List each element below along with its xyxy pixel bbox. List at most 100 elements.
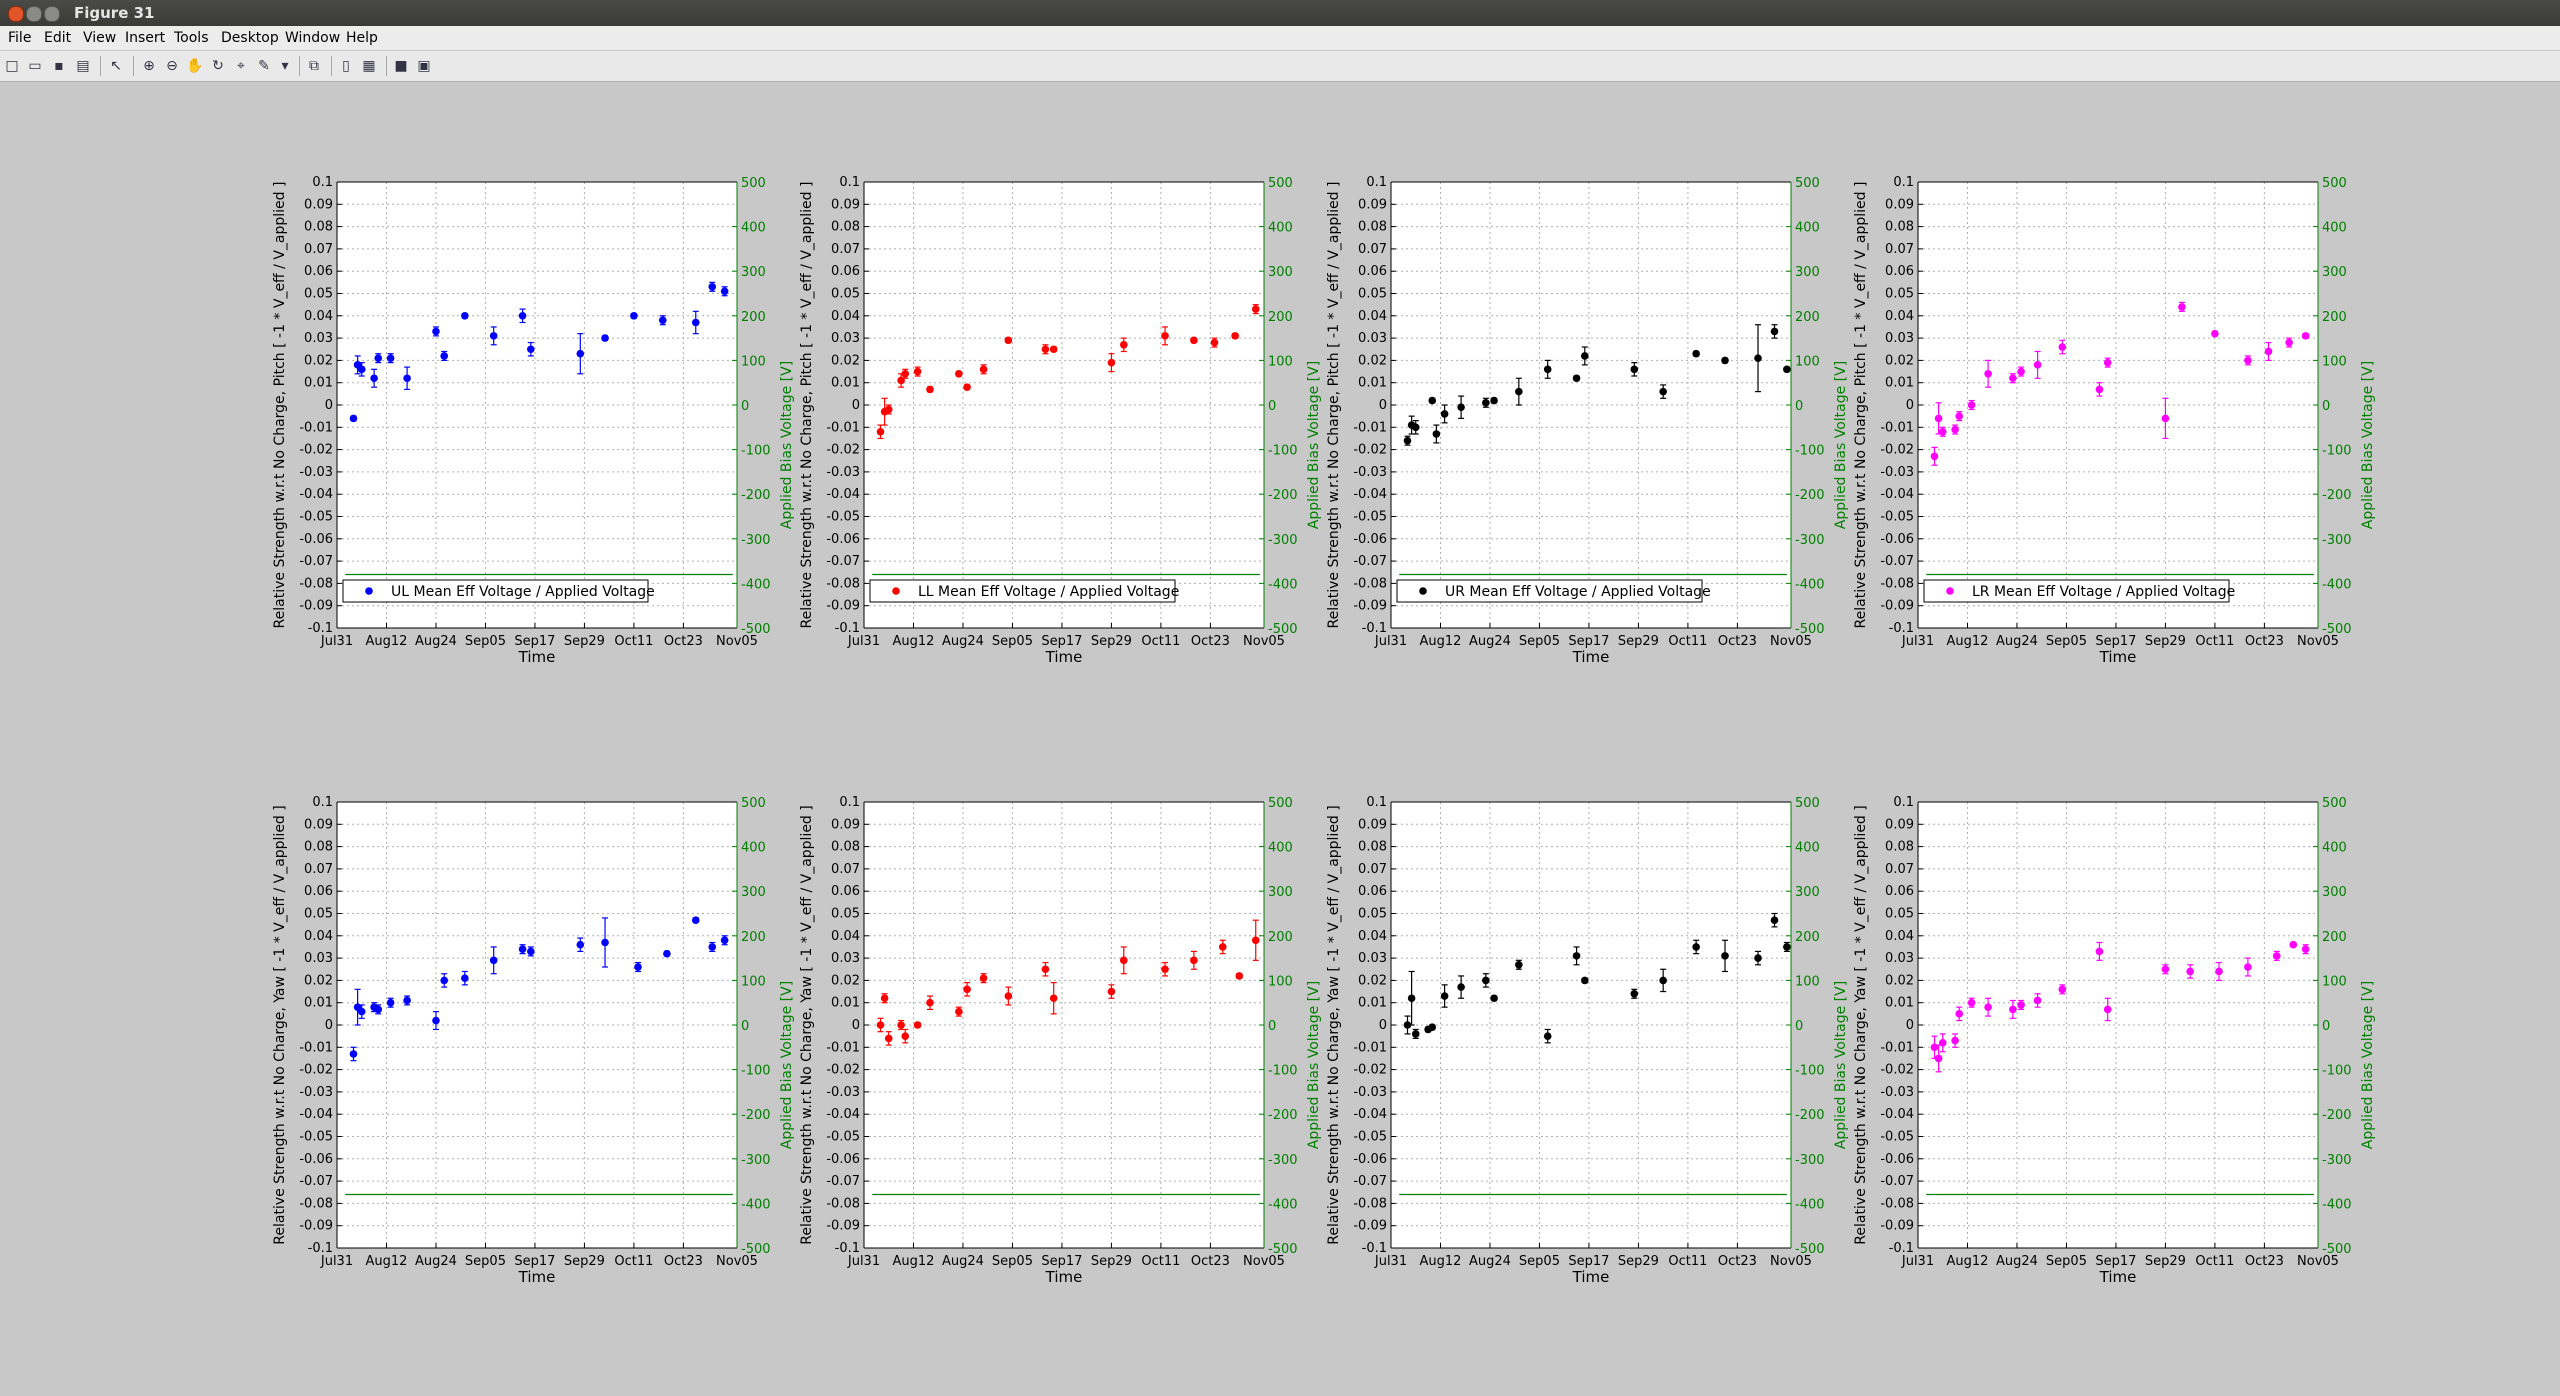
data-point bbox=[440, 976, 449, 985]
data-point bbox=[720, 287, 729, 296]
data-point bbox=[576, 940, 585, 949]
data-point bbox=[1721, 952, 1729, 960]
y2-tick-label: 0 bbox=[741, 399, 749, 414]
data-point bbox=[2058, 985, 2067, 994]
zoom-in-icon[interactable]: ⊕ bbox=[143, 58, 155, 74]
y2-tick-label: 100 bbox=[1268, 974, 1293, 989]
data-point bbox=[1692, 349, 1700, 358]
link-plot-icon[interactable]: ⧉ bbox=[309, 58, 319, 74]
x-tick-label: Aug12 bbox=[1947, 1254, 1989, 1269]
x-tick-label: Oct11 bbox=[2195, 634, 2234, 649]
y2-tick-label: -200 bbox=[1795, 1108, 1825, 1123]
data-cursor-icon[interactable]: ⌖ bbox=[237, 58, 245, 74]
menu-insert[interactable]: Insert bbox=[125, 30, 166, 46]
menu-tools[interactable]: Tools bbox=[174, 30, 209, 46]
maximize-window-button[interactable] bbox=[44, 6, 60, 22]
y-tick-label: 0.01 bbox=[1358, 376, 1387, 391]
zoom-out-icon[interactable]: ⊖ bbox=[166, 58, 178, 74]
x-tick-label: Oct11 bbox=[1141, 1254, 1180, 1269]
x-tick-label: Sep17 bbox=[514, 634, 555, 649]
menu-desktop[interactable]: Desktop bbox=[221, 30, 279, 46]
new-figure-icon[interactable]: □ bbox=[5, 58, 19, 74]
data-point bbox=[1482, 976, 1490, 985]
y2-tick-label: 200 bbox=[1268, 930, 1293, 945]
y2-tick-label: -300 bbox=[1795, 1153, 1825, 1168]
data-point bbox=[1934, 414, 1943, 423]
y2-tick-label: 0 bbox=[1795, 399, 1803, 414]
data-point bbox=[901, 369, 910, 378]
y-tick-label: 0.07 bbox=[831, 242, 860, 257]
y-tick-label: -0.03 bbox=[1880, 1085, 1914, 1100]
data-point bbox=[2009, 374, 2017, 383]
y-tick-label: 0.05 bbox=[1885, 287, 1914, 302]
data-point bbox=[386, 354, 395, 362]
y-tick-label: -0.06 bbox=[299, 1152, 333, 1167]
y-tick-label: 0.06 bbox=[1885, 884, 1914, 899]
y2-tick-label: -200 bbox=[1795, 488, 1825, 503]
y2-tick-label: 400 bbox=[1268, 841, 1293, 856]
brush-icon[interactable]: ✎ bbox=[258, 58, 270, 74]
y-tick-label: -0.06 bbox=[1880, 532, 1914, 547]
open-file-icon[interactable]: ▭ bbox=[28, 58, 42, 74]
hide-plot-tools-icon[interactable]: ■ bbox=[394, 58, 408, 74]
data-point bbox=[1630, 989, 1639, 998]
menu-edit[interactable]: Edit bbox=[44, 30, 72, 46]
data-point bbox=[1984, 369, 1992, 378]
y-tick-label: 0.06 bbox=[831, 264, 860, 279]
data-point bbox=[2161, 414, 2170, 423]
y-axis-label: Relative Strength w.r.t No Charge, Yaw [… bbox=[1326, 805, 1342, 1244]
x-axis-label: Time bbox=[1045, 1268, 1083, 1286]
data-point bbox=[1190, 336, 1198, 345]
y-tick-label: 0.02 bbox=[304, 353, 333, 368]
data-point bbox=[1107, 987, 1116, 996]
y-tick-label: -0.06 bbox=[299, 532, 333, 547]
data-point bbox=[601, 938, 609, 947]
x-axis-label: Time bbox=[1572, 1268, 1610, 1286]
menu-window[interactable]: Window bbox=[285, 30, 341, 46]
rotate-3d-icon[interactable]: ↻ bbox=[212, 58, 224, 74]
x-tick-label: Sep17 bbox=[1568, 1254, 1609, 1269]
x-axis-label: Time bbox=[1572, 648, 1610, 666]
data-point bbox=[2033, 996, 2042, 1005]
y-tick-label: 0.1 bbox=[312, 795, 333, 810]
print-icon[interactable]: ▤ bbox=[76, 58, 90, 74]
legend-label: UL Mean Eff Voltage / Applied Voltage bbox=[391, 584, 655, 600]
minimize-window-button[interactable] bbox=[26, 6, 42, 22]
brush-dropdown-icon[interactable]: ▾ bbox=[281, 58, 289, 74]
x-tick-label: Nov05 bbox=[2297, 1254, 2339, 1269]
y2-tick-label: -300 bbox=[2322, 533, 2352, 548]
chart-UR-pitch: -0.1 -0.09 -0.08 -0.07 -0.06 -0.05 -0.04 -0.03 -… bbox=[1326, 175, 1849, 666]
y2-tick-label: 300 bbox=[1268, 885, 1293, 900]
edit-plot-arrow-icon[interactable]: ↖ bbox=[110, 58, 122, 74]
y-tick-label: -0.09 bbox=[1880, 1219, 1914, 1234]
x-tick-label: Sep29 bbox=[1618, 1254, 1659, 1269]
legend-icon[interactable]: ▦ bbox=[362, 58, 376, 74]
menu-view[interactable]: View bbox=[83, 30, 117, 46]
y-axis-label: Relative Strength w.r.t No Charge, Pitch… bbox=[799, 182, 815, 629]
pan-hand-icon[interactable]: ✋ bbox=[186, 58, 204, 74]
y-tick-label: 0.06 bbox=[304, 884, 333, 899]
y-tick-label: -0.01 bbox=[826, 1040, 860, 1055]
y2-tick-label: -300 bbox=[1268, 1153, 1298, 1168]
colorbar-icon[interactable]: ▯ bbox=[342, 58, 350, 74]
menu-help[interactable]: Help bbox=[346, 30, 378, 46]
menu-file[interactable]: File bbox=[8, 30, 32, 46]
close-window-button[interactable] bbox=[8, 6, 24, 22]
x-tick-label: Aug12 bbox=[1947, 634, 1989, 649]
data-point bbox=[963, 985, 971, 994]
data-point bbox=[955, 1007, 963, 1016]
data-point bbox=[1482, 398, 1490, 407]
show-plot-tools-icon[interactable]: ▣ bbox=[417, 58, 431, 74]
y-tick-label: 0.09 bbox=[304, 197, 333, 212]
legend-box bbox=[342, 579, 649, 603]
y2-axis-label: Applied Bias Voltage [V] bbox=[1306, 981, 1322, 1149]
data-point bbox=[1218, 943, 1227, 951]
y2-tick-label: -400 bbox=[2322, 577, 2352, 592]
y-tick-label: 0.1 bbox=[839, 795, 860, 810]
data-point bbox=[527, 947, 535, 956]
y2-tick-label: 100 bbox=[2322, 974, 2347, 989]
data-point bbox=[634, 963, 642, 971]
data-point bbox=[1428, 1023, 1437, 1032]
y-tick-label: -0.03 bbox=[1353, 465, 1387, 480]
save-icon[interactable]: ▪ bbox=[54, 58, 64, 74]
